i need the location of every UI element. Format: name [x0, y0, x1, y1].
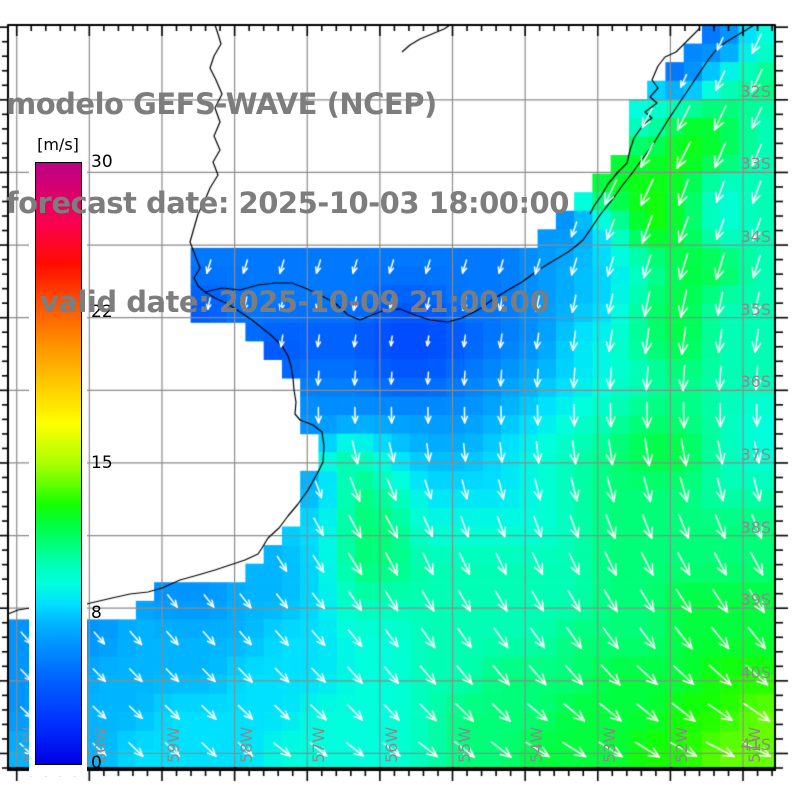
lat-label: 38S	[740, 517, 771, 537]
lon-label: 56W	[381, 726, 401, 763]
lat-label: 36S	[740, 372, 771, 392]
lon-label: 58W	[236, 726, 256, 763]
title-forecast-date: forecast date: 2025-10-03 18:00:00	[6, 186, 569, 220]
title-model-name: modelo GEFS-WAVE (NCEP)	[6, 87, 437, 121]
lat-label: 41S	[740, 735, 771, 755]
lat-label: 32S	[740, 81, 771, 101]
lat-label: 40S	[740, 662, 771, 682]
colorbar-unit-label: [m/s]	[37, 135, 79, 154]
lon-label: 59W	[163, 726, 183, 763]
lat-label: 37S	[740, 444, 771, 464]
colorbar-gradient	[35, 162, 82, 765]
colorbar-tick: 30	[91, 152, 113, 172]
lon-label: 55W	[454, 726, 474, 763]
lat-label: 35S	[740, 299, 771, 319]
lon-label: 54W	[527, 726, 547, 763]
map-title: modelo GEFS-WAVE (NCEP) forecast date: 2…	[6, 22, 569, 385]
lon-label: 53W	[599, 726, 619, 763]
lon-label: 51W	[745, 726, 765, 763]
colorbar-tick: 22	[91, 302, 113, 323]
title-valid-date: valid date: 2025-10-09 21:00:00	[40, 285, 550, 319]
colorbar-tick: 0	[91, 753, 102, 773]
colorbar: [m/s] 30 22 15 8 0	[29, 127, 113, 776]
lon-label: 52W	[672, 726, 692, 763]
lat-label: 39S	[740, 590, 771, 610]
lat-label: 33S	[740, 154, 771, 174]
colorbar-tick: 15	[91, 452, 113, 473]
lon-label: 57W	[309, 726, 329, 763]
lat-label: 34S	[740, 227, 771, 247]
colorbar-tick: 8	[91, 602, 102, 623]
